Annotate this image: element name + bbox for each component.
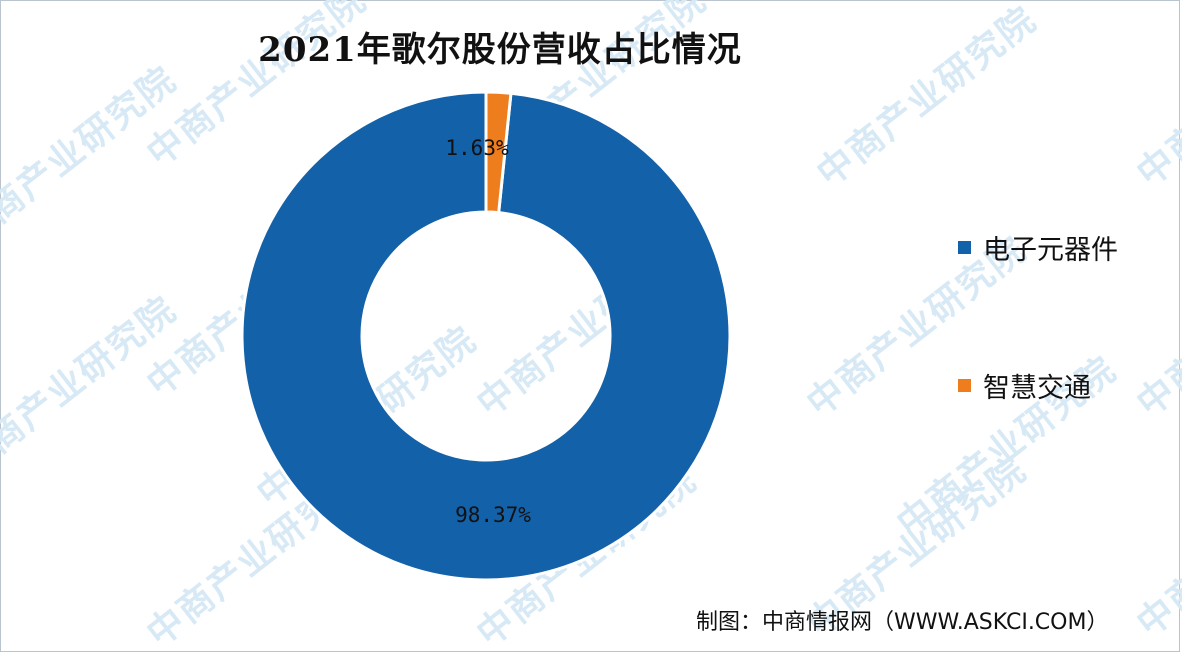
slice-smart-transport xyxy=(484,90,513,215)
slice-electronic-components xyxy=(240,90,732,582)
data-label-electronic-components: 98.37% xyxy=(455,503,531,527)
donut-labels: 98.37% 1.63% xyxy=(445,136,531,527)
data-label-smart-transport: 1.63% xyxy=(445,136,509,160)
legend-label: 电子元器件 xyxy=(983,235,1118,266)
donut-slices xyxy=(240,90,732,582)
legend-swatch xyxy=(958,379,971,392)
legend-label: 智慧交通 xyxy=(983,373,1091,404)
chart-title: 2021年歌尔股份营收占比情况 xyxy=(258,30,742,70)
legend-swatch xyxy=(958,241,971,254)
source-credit: 制图：中商情报网（WWW.ASKCI.COM） xyxy=(696,610,1109,635)
legend-item-smart-transport: 智慧交通 xyxy=(958,366,1091,405)
legend-item-electronic-components: 电子元器件 xyxy=(958,228,1118,267)
